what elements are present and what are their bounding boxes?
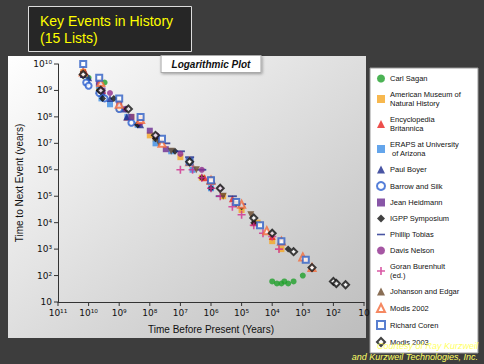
svg-text:10³: 10³ xyxy=(37,244,52,254)
svg-text:10⁷: 10⁷ xyxy=(173,308,188,318)
svg-text:Carl Sagan: Carl Sagan xyxy=(390,74,428,83)
svg-text:Key Events in History: Key Events in History xyxy=(40,13,177,29)
svg-text:10¹⁰: 10¹⁰ xyxy=(33,59,52,69)
svg-text:of Arizona: of Arizona xyxy=(390,149,426,158)
svg-text:10³: 10³ xyxy=(295,308,310,318)
svg-text:American Museum of: American Museum of xyxy=(390,90,463,99)
svg-text:Logarithmic Plot: Logarithmic Plot xyxy=(172,59,252,70)
svg-text:Time to Next Event (years): Time to Next Event (years) xyxy=(14,124,25,243)
svg-text:10: 10 xyxy=(358,308,370,318)
svg-text:10¹¹: 10¹¹ xyxy=(49,308,68,318)
svg-text:10⁸: 10⁸ xyxy=(37,112,52,122)
svg-text:IGPP Symposium: IGPP Symposium xyxy=(390,214,449,223)
svg-text:and Kurzweil Technologies, Inc: and Kurzweil Technologies, Inc. xyxy=(352,352,478,362)
svg-text:Barrow and Silk: Barrow and Silk xyxy=(390,182,443,191)
svg-text:Richard Coren: Richard Coren xyxy=(390,321,438,330)
svg-text:Encyclopedia: Encyclopedia xyxy=(390,115,437,124)
svg-text:ERAPS at University: ERAPS at University xyxy=(390,140,459,149)
svg-text:10²: 10² xyxy=(37,271,52,281)
svg-text:Natural History: Natural History xyxy=(390,99,440,108)
svg-text:Phillip Tobias: Phillip Tobias xyxy=(390,230,434,239)
svg-text:10¹⁰: 10¹⁰ xyxy=(79,308,98,318)
svg-text:10: 10 xyxy=(41,297,53,307)
svg-text:10⁴: 10⁴ xyxy=(37,218,52,228)
svg-text:10⁴: 10⁴ xyxy=(265,308,280,318)
svg-text:10⁵: 10⁵ xyxy=(234,308,249,318)
svg-text:10⁶: 10⁶ xyxy=(37,165,52,175)
svg-text:10⁷: 10⁷ xyxy=(37,138,52,148)
svg-text:Goran Burenhult: Goran Burenhult xyxy=(390,262,447,271)
svg-text:10⁸: 10⁸ xyxy=(142,308,157,318)
svg-text:Britannica: Britannica xyxy=(390,124,424,133)
svg-text:10⁶: 10⁶ xyxy=(203,308,218,318)
svg-text:Modis 2002: Modis 2002 xyxy=(390,304,429,313)
svg-text:Johanson and Edgar: Johanson and Edgar xyxy=(390,287,460,296)
svg-text:Davis Nelson: Davis Nelson xyxy=(390,246,434,255)
svg-text:(ed.): (ed.) xyxy=(390,271,406,280)
svg-text:10⁹: 10⁹ xyxy=(37,85,52,95)
svg-text:10⁹: 10⁹ xyxy=(112,308,127,318)
svg-text:Courtesy of Ray Kurzweil: Courtesy of Ray Kurzweil xyxy=(377,341,479,351)
svg-text:Jean Heidmann: Jean Heidmann xyxy=(390,198,443,207)
svg-text:Time Before Present (Years): Time Before Present (Years) xyxy=(148,324,274,335)
svg-text:(15 Lists): (15 Lists) xyxy=(40,30,98,46)
svg-text:10⁵: 10⁵ xyxy=(37,191,52,201)
svg-text:10²: 10² xyxy=(326,308,341,318)
svg-text:Paul Boyer: Paul Boyer xyxy=(390,165,427,174)
